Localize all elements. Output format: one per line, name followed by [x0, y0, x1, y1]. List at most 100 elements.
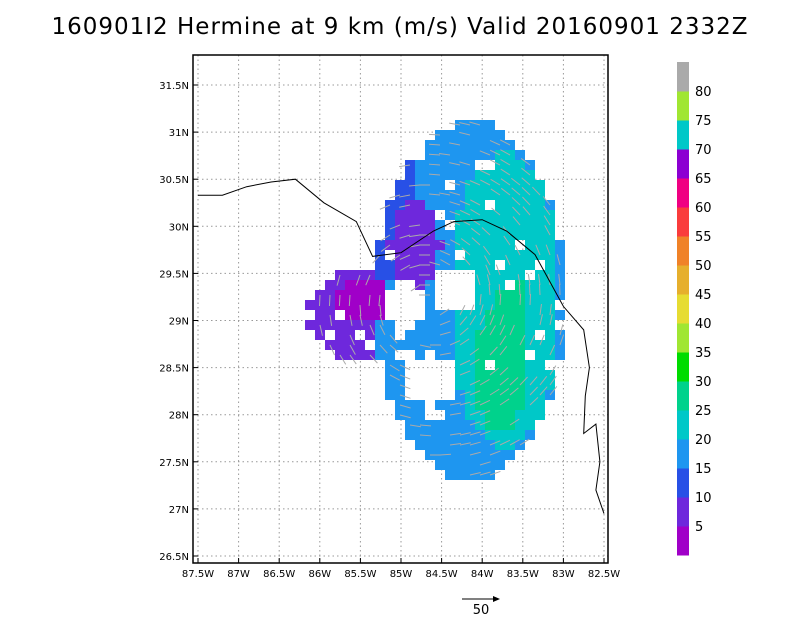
wind-vector — [479, 294, 482, 306]
wind-vector — [535, 244, 541, 256]
wind-cell — [535, 400, 545, 410]
wind-cell — [505, 340, 515, 350]
colorbar-swatch — [677, 497, 689, 527]
wind-cell — [405, 410, 415, 420]
wind-vector — [471, 237, 481, 246]
wind-cell — [485, 420, 495, 430]
wind-cell — [395, 230, 405, 240]
wind-vector — [410, 284, 421, 292]
wind-vector — [539, 314, 543, 326]
wind-cell — [515, 230, 525, 240]
wind-cell — [415, 410, 425, 420]
wind-cell — [455, 170, 465, 180]
wind-vector — [428, 133, 441, 136]
wind-vector — [499, 439, 511, 446]
colorbar-label: 35 — [695, 346, 712, 361]
wind-cell — [395, 240, 405, 250]
wind-vector — [389, 194, 401, 199]
wind-vector — [490, 178, 501, 186]
wind-vector — [489, 140, 501, 146]
wind-vector — [529, 334, 535, 346]
colorbar-label: 45 — [695, 288, 712, 303]
wind-cell — [375, 280, 385, 290]
wind-vector — [336, 274, 341, 286]
wind-vector — [548, 274, 551, 286]
wind-cell — [455, 460, 465, 470]
wind-vector — [518, 283, 521, 296]
wind-vector — [469, 410, 481, 416]
y-tick-label: 31N — [169, 128, 189, 139]
wind-vector — [449, 210, 461, 216]
wind-vector — [469, 315, 477, 326]
wind-vector — [469, 358, 480, 366]
wind-vector — [495, 264, 501, 276]
wind-cell — [435, 180, 445, 190]
wind-cell — [425, 150, 435, 160]
wind-vector — [489, 470, 501, 476]
colorbar-swatch — [677, 323, 689, 353]
wind-vector — [428, 153, 441, 156]
wind-cell — [545, 240, 555, 250]
wind-vector — [522, 206, 531, 216]
wind-cell — [365, 330, 375, 340]
wind-vector — [527, 274, 531, 286]
wind-cell — [445, 310, 455, 320]
wind-vector — [549, 314, 553, 326]
wind-vector — [399, 234, 411, 239]
wind-cell — [515, 390, 525, 400]
wind-cell — [445, 170, 455, 180]
wind-cell — [525, 310, 535, 320]
colorbar-label: 30 — [695, 375, 712, 390]
wind-vector — [479, 169, 491, 176]
wind-vectors — [319, 121, 565, 476]
wind-cell — [455, 350, 465, 360]
wind-vector — [514, 244, 521, 256]
wind-cell — [425, 430, 435, 440]
wind-vector — [329, 314, 333, 326]
wind-cell — [505, 300, 515, 310]
colorbar-swatch — [677, 149, 689, 179]
wind-vector — [505, 254, 511, 266]
wind-vector — [538, 274, 541, 286]
wind-vector — [369, 324, 375, 336]
wind-cell — [505, 200, 515, 210]
wind-cell — [445, 350, 455, 360]
wind-vector — [479, 461, 491, 466]
wind-cell — [535, 180, 545, 190]
page-title: 160901I2 Hermine at 9 km (m/s) Valid 201… — [51, 14, 749, 40]
wind-vector — [479, 399, 491, 406]
wind-vector — [519, 438, 530, 446]
wind-vector — [365, 274, 371, 286]
wind-cell — [445, 140, 455, 150]
wind-cell — [515, 330, 525, 340]
wind-cell — [425, 200, 435, 210]
wind-cell — [375, 240, 385, 250]
wind-cell — [505, 360, 515, 370]
wind-vector — [380, 234, 391, 242]
coastline-path — [198, 178, 605, 514]
wind-cell — [515, 270, 525, 280]
wind-vector — [491, 207, 501, 216]
wind-vector — [539, 304, 542, 316]
wind-cell — [525, 250, 535, 260]
wind-cell — [385, 320, 395, 330]
wind-vector — [399, 194, 411, 198]
wind-vector — [459, 370, 471, 376]
wind-cell — [495, 130, 505, 140]
wind-cell — [525, 370, 535, 380]
colorbar-label: 10 — [695, 491, 712, 506]
wind-vector — [449, 181, 461, 186]
wind-cell — [445, 420, 455, 430]
wind-cell — [485, 140, 495, 150]
wind-cell — [445, 450, 455, 460]
wind-cell — [525, 420, 535, 430]
colorbar-label: 40 — [695, 317, 712, 332]
wind-vector — [484, 255, 491, 266]
wind-cell — [495, 360, 505, 370]
colorbar-label: 55 — [695, 230, 712, 245]
wind-cell — [465, 230, 475, 240]
wind-vector — [409, 224, 421, 227]
wind-cell — [435, 200, 445, 210]
wind-vector — [459, 304, 466, 316]
colorbar-swatch — [677, 91, 689, 121]
